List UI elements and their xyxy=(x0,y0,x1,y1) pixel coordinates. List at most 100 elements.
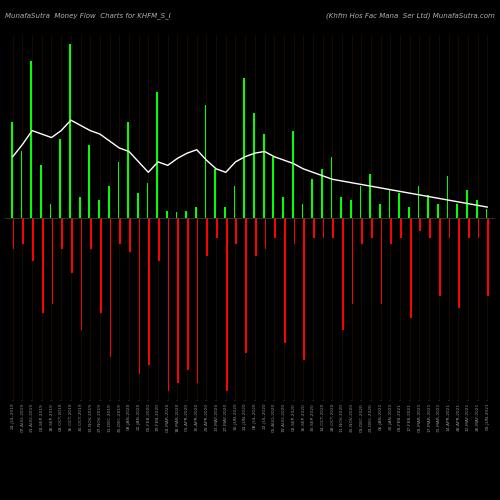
Bar xyxy=(226,218,228,392)
Bar xyxy=(108,186,110,218)
Bar xyxy=(360,186,362,218)
Bar xyxy=(224,207,226,218)
Bar xyxy=(127,122,129,218)
Bar xyxy=(370,174,371,218)
Bar xyxy=(42,218,43,313)
Bar xyxy=(90,218,92,249)
Bar xyxy=(458,218,460,308)
Bar xyxy=(294,218,296,244)
Bar xyxy=(60,140,61,218)
Bar xyxy=(352,218,354,304)
Bar xyxy=(379,204,380,218)
Bar xyxy=(313,218,314,238)
Bar xyxy=(195,207,196,218)
Bar xyxy=(158,218,160,261)
Bar xyxy=(110,218,112,356)
Bar xyxy=(71,218,72,273)
Bar xyxy=(398,193,400,218)
Bar xyxy=(263,134,264,218)
Bar xyxy=(234,186,235,218)
Bar xyxy=(236,218,237,244)
Bar xyxy=(176,212,178,218)
Bar xyxy=(448,218,450,238)
Bar xyxy=(456,204,458,218)
Bar xyxy=(253,113,255,218)
Bar xyxy=(439,218,440,296)
Bar xyxy=(410,218,412,318)
Bar xyxy=(244,78,245,218)
Bar xyxy=(292,130,294,218)
Bar xyxy=(187,218,189,370)
Bar xyxy=(284,218,286,342)
Bar xyxy=(214,169,216,218)
Bar xyxy=(13,218,15,249)
Bar xyxy=(20,152,22,218)
Bar xyxy=(322,218,324,238)
Bar xyxy=(282,196,284,218)
Bar xyxy=(428,195,429,218)
Bar xyxy=(137,193,138,218)
Bar xyxy=(420,218,421,232)
Bar xyxy=(466,190,468,218)
Bar xyxy=(408,207,410,218)
Bar xyxy=(129,218,130,252)
Text: MunafaSutra  Money Flow  Charts for KHFM_S_I: MunafaSutra Money Flow Charts for KHFM_S… xyxy=(5,12,171,20)
Bar xyxy=(148,218,150,365)
Bar xyxy=(186,210,187,218)
Bar xyxy=(488,218,489,296)
Bar xyxy=(418,186,420,218)
Bar xyxy=(342,218,344,330)
Bar xyxy=(447,176,448,218)
Bar xyxy=(79,196,80,218)
Bar xyxy=(120,218,121,244)
Bar xyxy=(264,218,266,249)
Bar xyxy=(197,218,198,382)
Bar xyxy=(302,204,303,218)
Bar xyxy=(69,44,71,218)
Bar xyxy=(400,218,402,238)
Bar xyxy=(486,209,487,218)
Bar xyxy=(168,218,170,392)
Bar xyxy=(371,218,373,238)
Bar xyxy=(80,218,82,330)
Bar xyxy=(98,200,100,218)
Bar xyxy=(88,144,90,218)
Bar xyxy=(272,156,274,218)
Bar xyxy=(362,218,363,244)
Bar xyxy=(156,92,158,218)
Bar xyxy=(304,218,305,360)
Bar xyxy=(11,122,13,218)
Bar xyxy=(61,218,63,249)
Bar xyxy=(30,61,32,218)
Bar xyxy=(321,169,322,218)
Bar xyxy=(40,166,42,218)
Bar xyxy=(429,218,431,238)
Bar xyxy=(204,104,206,218)
Bar xyxy=(146,182,148,218)
Bar xyxy=(178,218,179,382)
Bar xyxy=(274,218,276,238)
Bar xyxy=(255,218,256,256)
Bar xyxy=(381,218,382,304)
Bar xyxy=(476,200,478,218)
Bar xyxy=(245,218,247,353)
Bar xyxy=(330,156,332,218)
Bar xyxy=(478,218,480,238)
Bar xyxy=(332,218,334,238)
Bar xyxy=(206,218,208,256)
Bar xyxy=(340,196,342,218)
Bar xyxy=(468,218,469,238)
Bar xyxy=(100,218,102,313)
Bar xyxy=(390,218,392,244)
Bar xyxy=(22,218,24,244)
Bar xyxy=(311,180,313,218)
Bar xyxy=(118,162,119,218)
Bar xyxy=(50,204,51,218)
Bar xyxy=(437,204,439,218)
Text: (Khfm Hos Fac Mana  Ser Ltd) MunafaSutra.com: (Khfm Hos Fac Mana Ser Ltd) MunafaSutra.… xyxy=(326,12,495,19)
Bar xyxy=(216,218,218,238)
Bar xyxy=(32,218,34,261)
Bar xyxy=(166,210,168,218)
Bar xyxy=(138,218,140,374)
Bar xyxy=(388,190,390,218)
